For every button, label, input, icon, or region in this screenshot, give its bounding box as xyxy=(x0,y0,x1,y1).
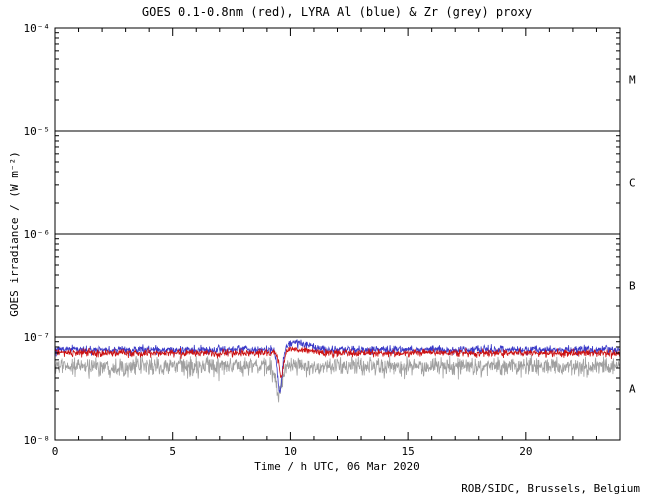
series-goes-0-1-0-8nm xyxy=(54,345,621,379)
axis-tick-labels: 0 5 10 15 20 10⁻⁸ 10⁻⁷ 10⁻⁶ 10⁻⁵ 10⁻⁴ xyxy=(24,22,533,458)
y-axis-label: GOES irradiance / (W m⁻²) xyxy=(8,151,21,317)
chart-title: GOES 0.1-0.8nm (red), LYRA Al (blue) & Z… xyxy=(142,5,532,19)
y-tick-label: 10⁻⁵ xyxy=(24,125,51,138)
data-series xyxy=(54,339,621,403)
plot-frame xyxy=(54,27,621,441)
y-tick-label: 10⁻⁴ xyxy=(24,22,51,35)
credit-text: ROB/SIDC, Brussels, Belgium xyxy=(461,482,640,495)
x-tick-label: 5 xyxy=(169,445,176,458)
x-axis-label: Time / h UTC, 06 Mar 2020 xyxy=(254,460,420,473)
y-tick-label: 10⁻⁸ xyxy=(24,434,51,447)
series-lyra-zr-proxy xyxy=(54,355,621,403)
y-tick-label: 10⁻⁶ xyxy=(24,228,51,241)
threshold-lines xyxy=(55,130,620,338)
x-tick-label: 0 xyxy=(52,445,59,458)
flare-class-C: C xyxy=(629,177,636,190)
x-tick-label: 20 xyxy=(519,445,532,458)
flare-class-B: B xyxy=(629,280,636,293)
x-tick-label: 10 xyxy=(284,445,297,458)
y-tick-label: 10⁻⁷ xyxy=(24,331,51,344)
flare-class-labels: M C B A xyxy=(629,74,636,396)
flare-class-M: M xyxy=(629,74,636,87)
x-tick-label: 15 xyxy=(402,445,415,458)
flare-class-A: A xyxy=(629,383,636,396)
